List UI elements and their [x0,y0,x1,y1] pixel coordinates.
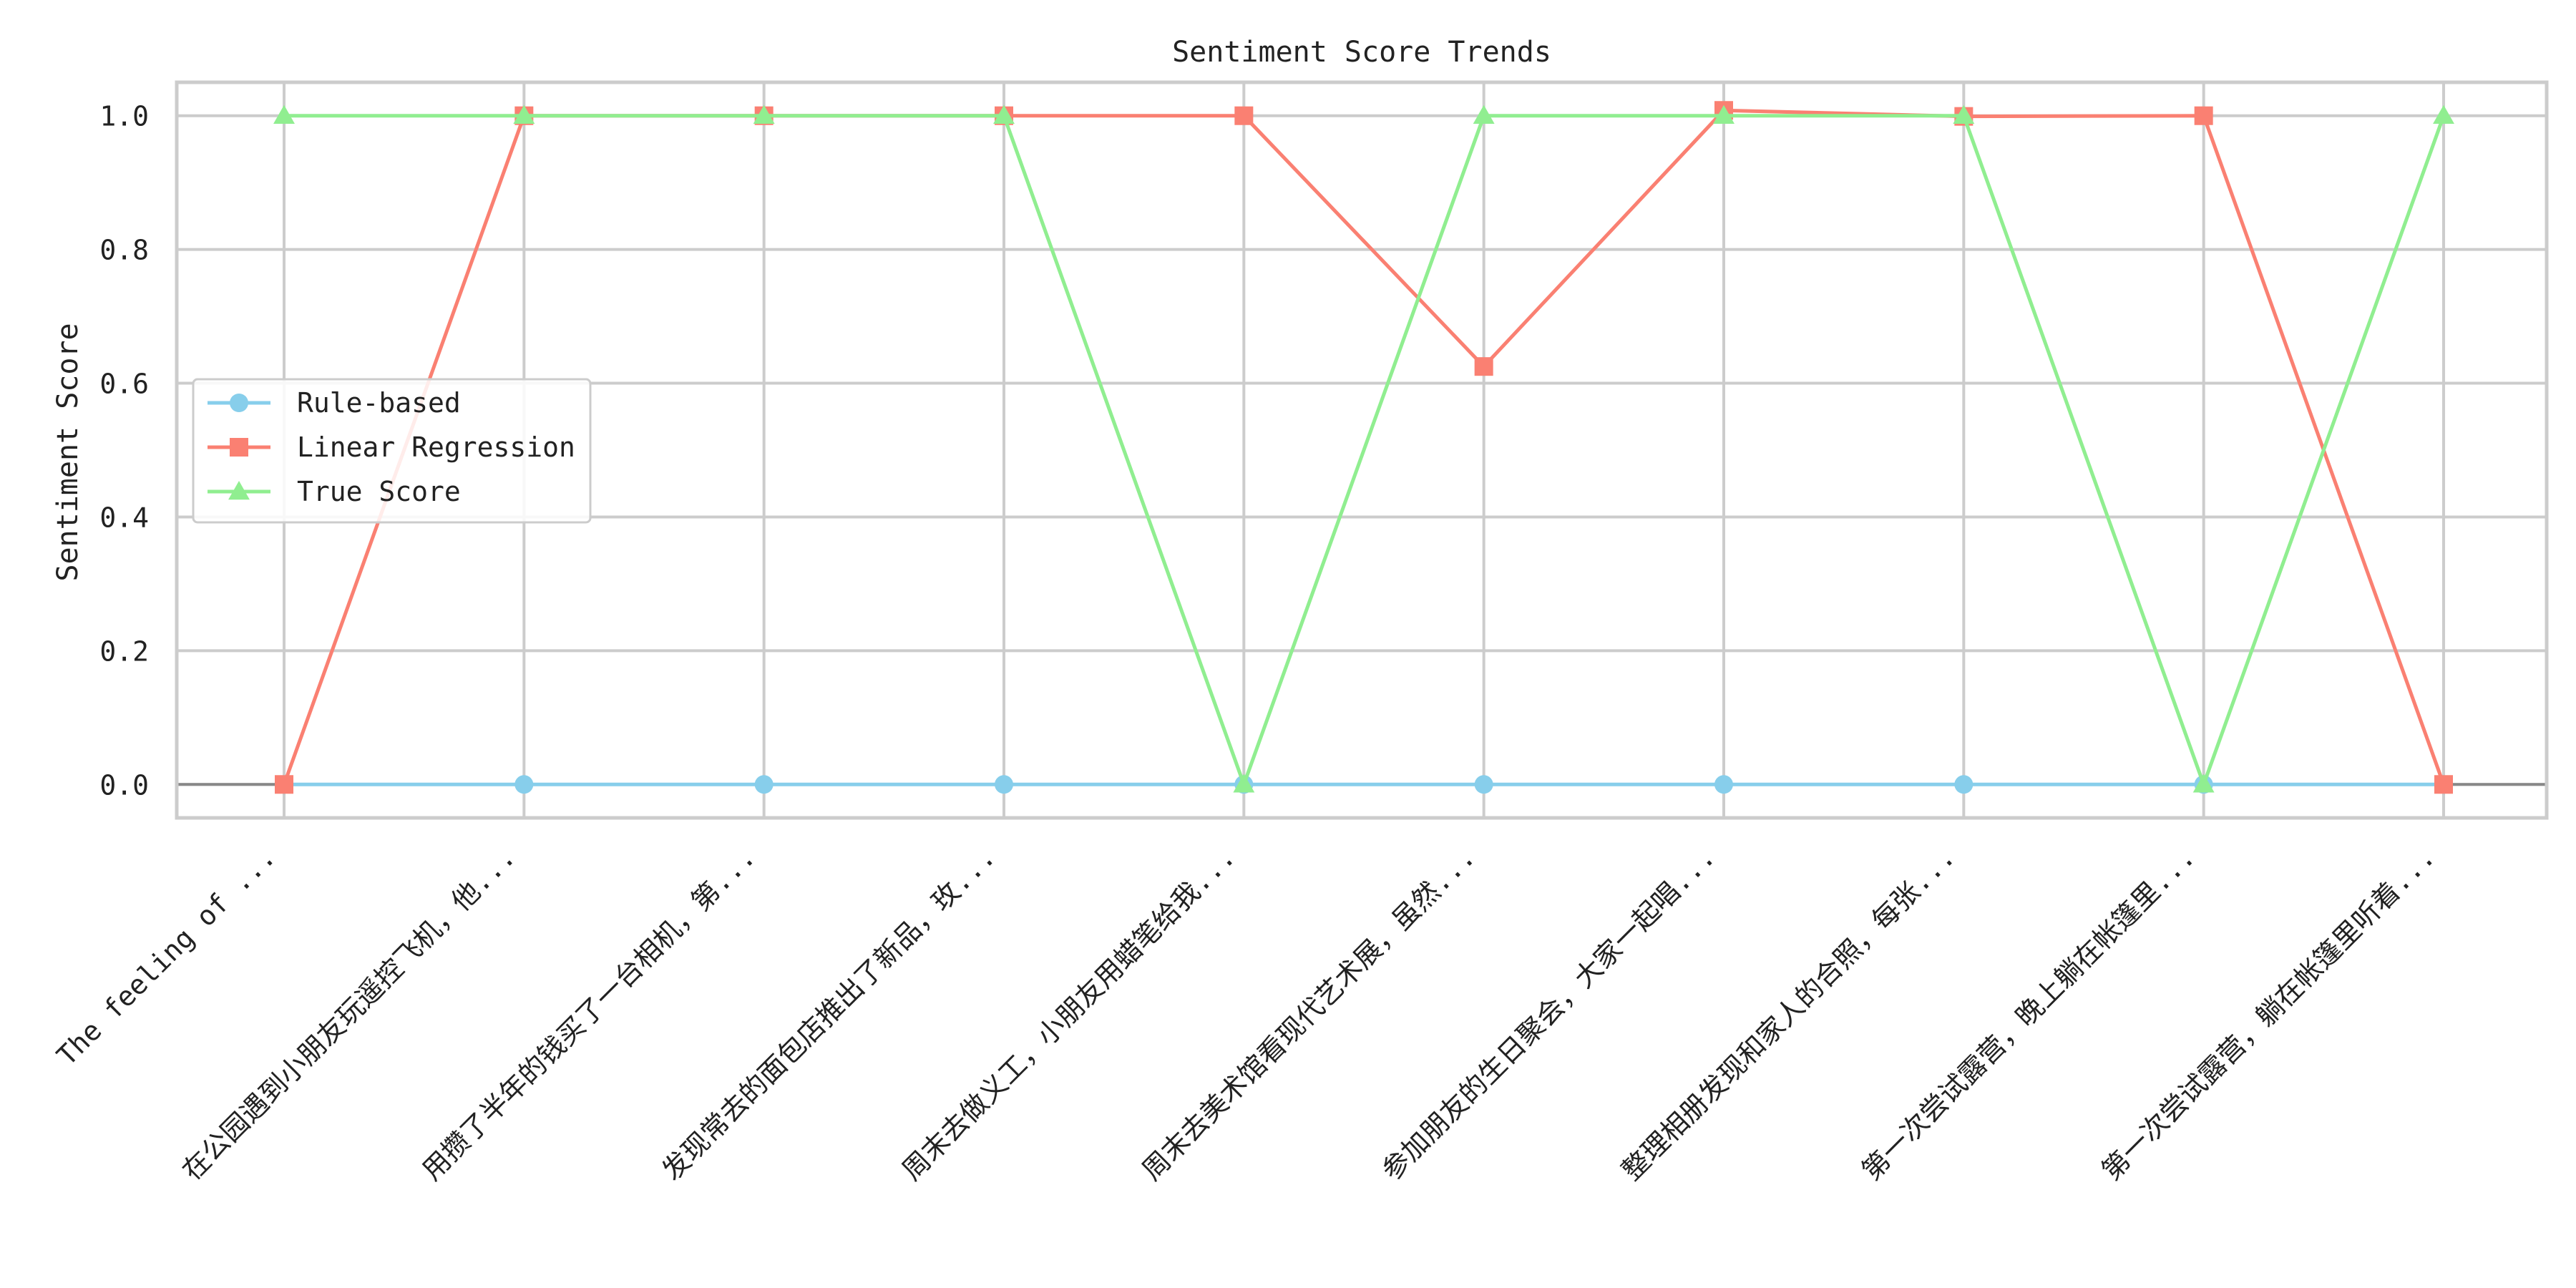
data-point-0-2 [754,775,774,794]
legend-item-1: Linear Regression [208,431,575,463]
y-tick-label: 0.8 [99,235,149,266]
data-point-0-1 [514,775,534,794]
data-point-2-9 [2433,104,2454,124]
data-point-2-6 [1713,104,1735,124]
x-axis-ticks: The feeling of ...在公园遇到小朋友玩遥控飞机，他...用攒了半… [51,841,2441,1186]
chart-title: Sentiment Score Trends [1172,36,1551,69]
data-point-0-6 [1714,775,1733,794]
series-line-2 [284,114,2446,786]
legend-label-0: Rule-based [297,387,461,419]
y-tick-label: 0.4 [99,502,149,533]
legend-box [192,378,592,524]
data-point-2-5 [1473,104,1495,124]
data-point-1-4 [1234,106,1254,125]
series-layer [273,101,2454,794]
legend-item-0: Rule-based [208,387,461,419]
data-point-0-7 [1954,775,1974,794]
plot-frame [175,80,2549,820]
data-point-2-0 [273,104,295,124]
series-2 [273,104,2454,793]
legend-marker-1 [230,438,248,457]
legend-label-1: Linear Regression [297,431,575,463]
data-point-0-3 [995,775,1013,794]
y-tick-label: 0.0 [99,769,149,801]
data-point-1-9 [2434,775,2453,794]
y-tick-label: 0.2 [99,635,149,667]
y-tick-label: 0.6 [99,369,149,400]
data-point-0-5 [1474,775,1493,794]
y-axis-label: Sentiment Score [52,323,84,581]
series-0 [275,775,2453,794]
y-axis-ticks: 0.0 0.2 0.4 0.6 0.8 1.0 [99,101,149,801]
data-point-1-0 [275,775,293,794]
data-point-2-2 [753,104,775,124]
data-point-2-1 [513,104,535,124]
y-tick-label: 1.0 [99,101,149,132]
data-point-2-7 [1953,104,1975,124]
legend-item-2: True Score [208,476,461,507]
legend: Rule-based Linear Regression True Score [192,378,592,524]
legend-label-2: True Score [297,476,461,507]
legend-marker-2 [228,481,250,500]
x-tick-label: The feeling of ... [51,841,281,1071]
data-point-1-5 [1474,357,1493,376]
data-point-2-4 [1233,774,1255,793]
data-point-2-3 [993,104,1015,124]
data-point-1-8 [2194,106,2213,125]
data-point-2-8 [2192,774,2215,793]
legend-marker-0 [230,394,248,412]
